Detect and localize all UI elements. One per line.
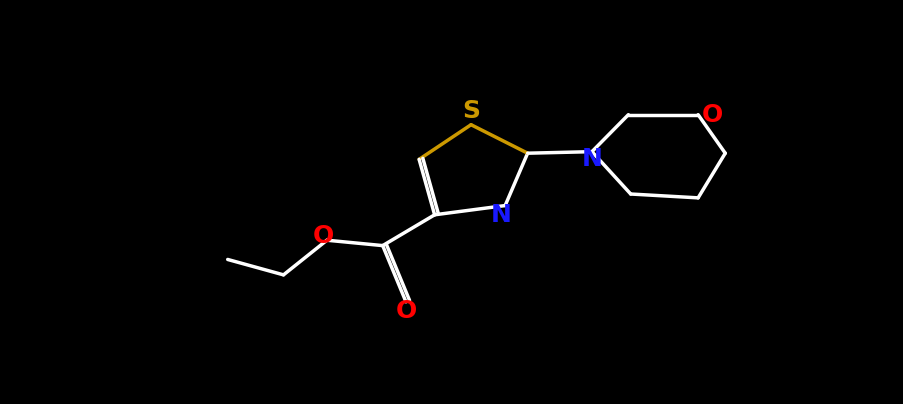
Text: S: S xyxy=(461,99,479,123)
Text: O: O xyxy=(701,103,721,127)
Text: N: N xyxy=(581,147,601,171)
Text: N: N xyxy=(490,203,511,227)
Text: O: O xyxy=(312,224,333,248)
Text: O: O xyxy=(395,299,416,323)
